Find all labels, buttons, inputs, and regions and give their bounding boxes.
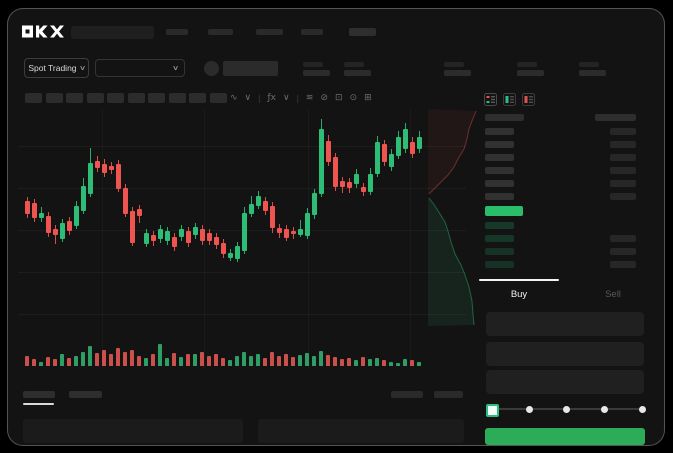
ask-price-bar[interactable] xyxy=(485,154,514,161)
interval-button-10[interactable] xyxy=(210,93,227,103)
toolbar-divider: | xyxy=(296,93,299,103)
chart-tools: ∿ ∨ | ƒx ∨ | ≋ ⊘ ⊡ ⊙ ⊞ xyxy=(230,91,400,105)
sell-tab-label: Sell xyxy=(605,288,621,300)
amount-slider-track[interactable] xyxy=(491,408,642,410)
ticker-stat-value xyxy=(344,70,371,76)
nav-item-5[interactable] xyxy=(349,28,376,36)
ask-amount-bar xyxy=(610,167,636,174)
market-type-selector[interactable]: Spot Trading ∨ xyxy=(24,58,89,78)
interval-button-9[interactable] xyxy=(189,93,206,103)
header-search-box[interactable] xyxy=(71,26,154,39)
chart-type-icon[interactable]: ∿ xyxy=(230,93,238,103)
nav-item-2[interactable] xyxy=(208,29,233,35)
orderbook[interactable] xyxy=(8,9,664,445)
clock-icon[interactable]: ⊙ xyxy=(349,93,358,103)
ask-price-bar[interactable] xyxy=(485,193,514,200)
bottom-action-2[interactable] xyxy=(434,391,463,398)
interval-button-7[interactable] xyxy=(148,93,165,103)
gridline xyxy=(18,146,466,147)
pair-name-placeholder xyxy=(223,61,278,76)
ask-price-bar[interactable] xyxy=(485,141,514,148)
bid-price-bar[interactable] xyxy=(485,261,514,268)
bid-price-bar[interactable] xyxy=(485,235,514,242)
buy-tab[interactable]: Buy xyxy=(472,283,566,305)
bid-amount-bar xyxy=(610,248,636,255)
buy-button[interactable] xyxy=(485,428,645,445)
orderbook-header-price xyxy=(485,114,524,121)
ticker-stat-label xyxy=(344,62,364,67)
interval-button-1[interactable] xyxy=(25,93,42,103)
app-window: Spot Trading ∨ ∨ ∿ ∨ | ƒx ∨ | ≋ ⊘ ⊡ ⊙ ⊞ xyxy=(7,8,665,446)
buy-tab-label: Buy xyxy=(510,288,528,300)
bottom-tab-indicator xyxy=(23,403,54,405)
bid-price-bar[interactable] xyxy=(485,222,514,229)
toolbar-divider: | xyxy=(258,93,261,103)
bid-amount-bar xyxy=(610,235,636,242)
ticker-stat-label xyxy=(579,62,599,67)
ticker-stat-value xyxy=(444,70,471,76)
chart-type-chevron-icon[interactable]: ∨ xyxy=(244,93,252,103)
nav-item-3[interactable] xyxy=(256,29,283,35)
orderbook-layout-buys-icon[interactable] xyxy=(503,93,516,111)
buy-tab-indicator xyxy=(479,279,559,281)
amount-input[interactable] xyxy=(486,342,644,366)
market-type-label: Spot Trading xyxy=(28,63,77,73)
ask-amount-bar xyxy=(610,154,636,161)
amount-slider-handle[interactable] xyxy=(486,404,499,417)
pair-dropdown[interactable]: ∨ xyxy=(95,59,185,77)
bid-amount-bar xyxy=(610,261,636,268)
interval-button-8[interactable] xyxy=(169,93,186,103)
compare-icon[interactable]: ⊘ xyxy=(320,93,329,103)
bottom-tab-orders[interactable] xyxy=(23,391,55,398)
indicators-fx-icon[interactable]: ƒx xyxy=(267,93,276,103)
overlay-wave-icon[interactable]: ≋ xyxy=(305,93,314,103)
orderbook-layout-combined-icon[interactable] xyxy=(484,93,497,111)
ticker-stat-label xyxy=(303,62,323,67)
orderbook-header-amount xyxy=(595,114,636,121)
ask-amount-bar xyxy=(610,128,636,135)
ask-amount-bar xyxy=(610,180,636,187)
chevron-down-icon: ∨ xyxy=(78,65,86,72)
price-input[interactable] xyxy=(486,312,644,336)
ask-price-bar[interactable] xyxy=(485,180,514,187)
interval-button-3[interactable] xyxy=(66,93,83,103)
interval-button-2[interactable] xyxy=(46,93,63,103)
bottom-tab-history[interactable] xyxy=(69,391,102,398)
ticker-stat-value xyxy=(579,70,606,76)
indicators-chevron-icon[interactable]: ∨ xyxy=(282,93,290,103)
ask-amount-bar xyxy=(610,193,636,200)
nav-item-1[interactable] xyxy=(166,29,188,35)
gridline xyxy=(18,272,466,273)
chevron-down-icon: ∨ xyxy=(171,65,180,72)
total-input[interactable] xyxy=(486,370,644,394)
ticker-stat-value xyxy=(303,70,330,76)
interval-button-5[interactable] xyxy=(107,93,124,103)
okx-logo xyxy=(22,25,66,43)
ticker-stat-label xyxy=(517,62,537,67)
fullscreen-icon[interactable]: ⊞ xyxy=(364,93,372,103)
bottom-panel-right xyxy=(258,419,464,443)
bottom-panel-left xyxy=(23,419,243,443)
ask-price-bar[interactable] xyxy=(485,128,514,135)
sell-tab[interactable]: Sell xyxy=(566,283,660,305)
interval-button-6[interactable] xyxy=(128,93,145,103)
buy-sell-tabs: Buy Sell xyxy=(472,283,660,305)
coin-avatar xyxy=(204,61,219,76)
ticker-stat-label xyxy=(444,62,464,67)
bid-price-bar[interactable] xyxy=(485,248,514,255)
gridline xyxy=(18,188,466,189)
bottom-action-1[interactable] xyxy=(391,391,423,398)
orderbook-layout-sells-icon[interactable] xyxy=(522,93,535,111)
ask-amount-bar xyxy=(610,141,636,148)
nav-item-4[interactable] xyxy=(301,29,323,35)
snapshot-icon[interactable]: ⊡ xyxy=(335,93,343,103)
gridline xyxy=(18,314,466,315)
ticker-stat-value xyxy=(517,70,544,76)
interval-button-4[interactable] xyxy=(87,93,104,103)
last-price-bar xyxy=(485,206,523,216)
ask-price-bar[interactable] xyxy=(485,167,514,174)
